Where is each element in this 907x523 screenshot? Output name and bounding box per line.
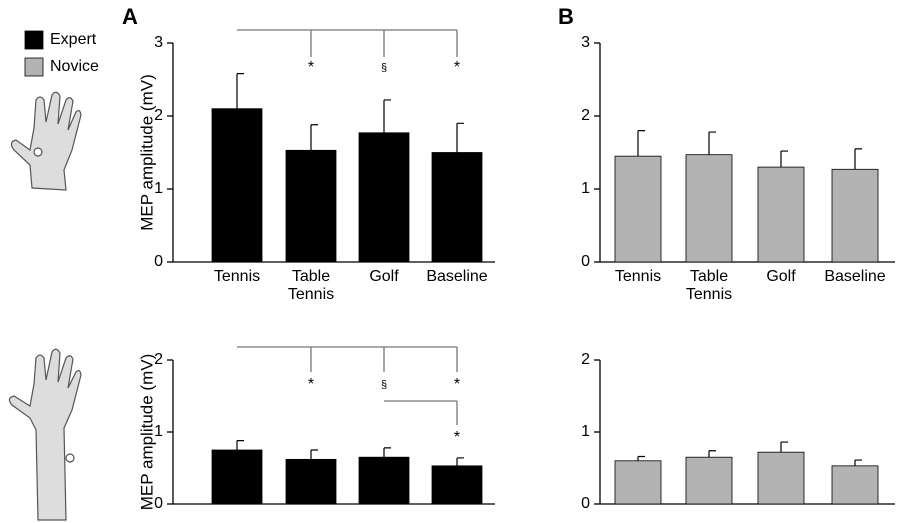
- y-tick-label: 3: [154, 34, 163, 51]
- bar: [685, 456, 733, 505]
- significance-marker: *: [308, 376, 314, 393]
- y-tick-label: 0: [154, 495, 163, 512]
- error-bar: [854, 459, 862, 466]
- x-tick-label: Table Tennis: [287, 268, 335, 303]
- error-bar: [383, 99, 391, 133]
- x-tick-label: Tennis: [213, 268, 261, 285]
- x-tick-label: Tennis: [614, 268, 662, 285]
- y-tick-label: 0: [581, 253, 590, 270]
- bar: [757, 166, 805, 263]
- significance-marker: *: [454, 59, 460, 76]
- error-bar: [456, 457, 464, 466]
- panel-label: B: [558, 4, 574, 29]
- y-tick-label: 3: [581, 34, 590, 51]
- significance-marker: *: [454, 429, 460, 446]
- y-tick-label: 1: [154, 180, 163, 197]
- error-bar: [310, 124, 318, 151]
- bar: [685, 154, 733, 263]
- y-tick-label: 1: [581, 423, 590, 440]
- error-bar: [637, 130, 645, 157]
- error-bar: [236, 73, 244, 109]
- hand-icon: [10, 91, 82, 191]
- significance-marker: *: [308, 59, 314, 76]
- error-bar: [236, 440, 244, 450]
- y-tick-label: 1: [581, 180, 590, 197]
- x-tick-label: Table Tennis: [685, 268, 733, 303]
- arm-icon: [8, 348, 82, 521]
- bar: [831, 465, 879, 505]
- y-tick-label: 2: [581, 351, 590, 368]
- bar: [431, 465, 483, 505]
- legend-swatch: [24, 30, 44, 50]
- bar: [614, 155, 662, 263]
- y-tick-label: 1: [154, 423, 163, 440]
- bar: [431, 152, 483, 263]
- bar: [211, 449, 263, 505]
- y-tick-label: 2: [154, 351, 163, 368]
- error-bar: [780, 150, 788, 168]
- error-bar: [383, 447, 391, 458]
- bar: [358, 132, 410, 263]
- bar: [285, 458, 337, 505]
- bar: [285, 149, 337, 263]
- significance-marker: *: [454, 376, 460, 393]
- y-tick-label: 0: [581, 495, 590, 512]
- error-bar: [708, 450, 716, 458]
- significance-marker: §: [381, 62, 387, 74]
- y-tick-label: 2: [581, 107, 590, 124]
- x-tick-label: Golf: [369, 268, 399, 285]
- x-tick-label: Golf: [766, 268, 796, 285]
- significance-marker: §: [381, 379, 387, 391]
- bar: [831, 168, 879, 263]
- legend-label: Expert: [50, 31, 97, 48]
- y-axis-label: MEP amplitude (mV): [137, 354, 156, 511]
- bar: [358, 456, 410, 505]
- y-tick-label: 0: [154, 253, 163, 270]
- bar: [211, 108, 263, 263]
- y-axis-label: MEP amplitude (mV): [137, 74, 156, 231]
- panel-label: A: [122, 4, 138, 29]
- error-bar: [637, 455, 645, 461]
- legend-label: Novice: [50, 58, 99, 75]
- bar: [614, 460, 662, 505]
- error-bar: [708, 131, 716, 155]
- x-tick-label: Baseline: [824, 268, 886, 285]
- error-bar: [456, 122, 464, 153]
- error-bar: [310, 449, 318, 460]
- error-bar: [780, 441, 788, 453]
- y-tick-label: 2: [154, 107, 163, 124]
- bar: [757, 451, 805, 505]
- legend-swatch: [24, 57, 44, 77]
- x-tick-label: Baseline: [426, 268, 488, 285]
- error-bar: [854, 148, 862, 170]
